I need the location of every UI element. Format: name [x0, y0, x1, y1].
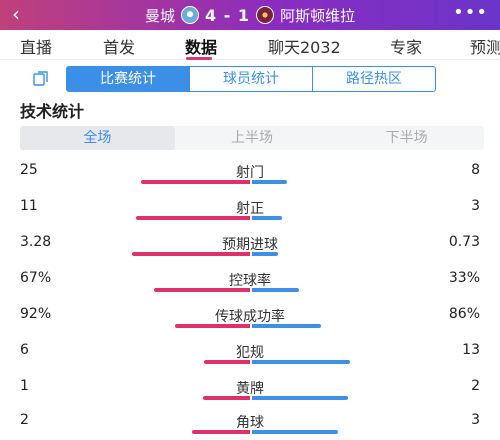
tab-data[interactable]: 数据 — [185, 38, 218, 57]
home-value: 1 — [20, 378, 29, 394]
stat-label: 射门 — [236, 165, 264, 181]
away-team-logo-icon — [256, 6, 275, 24]
home-bar — [204, 360, 250, 364]
stat-label: 传球成功率 — [215, 309, 285, 325]
away-value: 2 — [471, 378, 480, 394]
stat-label: 犯规 — [236, 345, 264, 361]
stat-row-possession: 67% 控球率 33% — [0, 270, 500, 306]
home-value: 92% — [20, 306, 52, 322]
period-first-half[interactable]: 上半场 — [231, 130, 273, 146]
home-value: 6 — [20, 342, 29, 358]
stat-row-yellow-cards: 1 黄牌 2 — [0, 378, 500, 414]
more-options-icon[interactable]: ••• — [453, 2, 488, 23]
back-icon[interactable]: ‹ — [12, 2, 20, 26]
stat-row-xg: 3.28 预期进球 0.73 — [0, 234, 500, 270]
home-bar — [132, 252, 250, 256]
stats-subtabs: 比赛统计 球员统计 路径热区 — [66, 66, 436, 92]
match-header: ‹ 曼城 4 - 1 阿斯顿维拉 ••• — [0, 0, 500, 30]
home-value: 11 — [20, 198, 38, 214]
away-value: 8 — [471, 162, 480, 178]
away-bar — [252, 360, 350, 364]
away-bar — [252, 430, 338, 434]
stat-row-corners: 2 角球 3 — [0, 412, 500, 440]
away-value: 33% — [448, 270, 480, 286]
active-tab-indicator — [186, 57, 212, 60]
stat-row-fouls: 6 犯规 13 — [0, 342, 500, 378]
tab-live[interactable]: 直播 — [20, 38, 53, 57]
period-tabs: 全场 上半场 下半场 — [20, 126, 484, 150]
stat-row-pass-accuracy: 92% 传球成功率 86% — [0, 306, 500, 342]
home-value: 2 — [20, 412, 29, 428]
away-value: 3 — [471, 198, 480, 214]
stat-label: 预期进球 — [222, 237, 278, 253]
stat-label: 黄牌 — [236, 381, 264, 397]
tab-prediction[interactable]: 预测 — [470, 38, 500, 57]
away-bar — [252, 288, 299, 292]
home-bar — [154, 288, 250, 292]
subtab-player-stats[interactable]: 球员统计 — [190, 67, 313, 91]
home-bar — [141, 180, 250, 184]
tab-expert[interactable]: 专家 — [390, 38, 423, 57]
away-team-name: 阿斯顿维拉 — [280, 6, 356, 25]
stat-label: 射正 — [236, 201, 264, 217]
away-bar — [252, 252, 278, 256]
away-bar — [252, 396, 348, 400]
home-value: 67% — [20, 270, 52, 286]
main-tabs: 直播 首发 数据 聊天2032 专家 预测 — [0, 30, 500, 60]
section-title: 技术统计 — [20, 102, 85, 121]
period-full-match[interactable]: 全场 — [20, 126, 175, 150]
home-bar — [192, 430, 250, 434]
away-bar — [252, 324, 321, 328]
match-score: 4 - 1 — [205, 5, 251, 25]
home-value: 3.28 — [20, 234, 52, 250]
away-value: 0.73 — [448, 234, 480, 250]
away-value: 13 — [462, 342, 480, 358]
stat-row-shots-on-target: 11 射正 3 — [0, 198, 500, 234]
copy-icon[interactable] — [32, 70, 50, 88]
subtab-heatmap[interactable]: 路径热区 — [346, 71, 402, 87]
away-value: 3 — [471, 412, 480, 428]
home-value: 25 — [20, 162, 38, 178]
away-value: 86% — [448, 306, 480, 322]
away-bar — [252, 180, 287, 184]
stat-row-shots: 25 射门 8 — [0, 162, 500, 198]
match-title: 曼城 4 - 1 阿斯顿维拉 — [145, 0, 355, 30]
home-team-logo-icon — [181, 6, 200, 24]
stat-label: 控球率 — [229, 273, 271, 289]
tab-lineup[interactable]: 首发 — [103, 38, 136, 57]
stat-label: 角球 — [236, 415, 264, 431]
subtab-match-stats[interactable]: 比赛统计 — [67, 67, 190, 91]
home-bar — [175, 324, 250, 328]
period-second-half[interactable]: 下半场 — [385, 130, 428, 146]
home-team-name: 曼城 — [145, 6, 176, 25]
home-bar — [203, 396, 250, 400]
away-bar — [252, 216, 282, 220]
home-bar — [136, 216, 250, 220]
tab-chat[interactable]: 聊天2032 — [268, 38, 341, 57]
